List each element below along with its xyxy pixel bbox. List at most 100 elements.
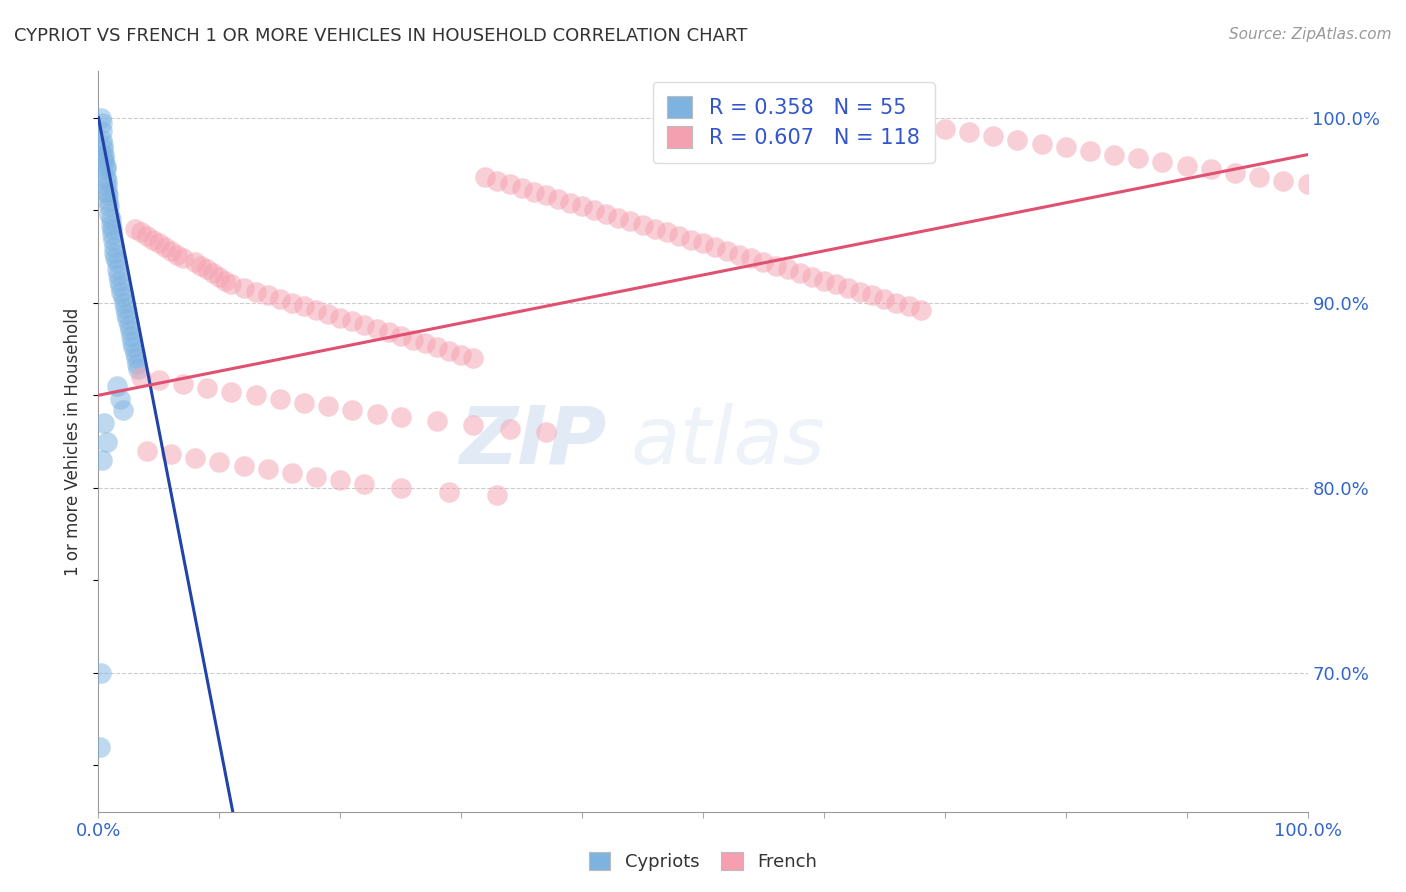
Point — [329, 474, 352, 488]
Point — [897, 300, 920, 314]
Point — [110, 285, 132, 299]
Point — [232, 281, 254, 295]
Point — [716, 244, 738, 258]
Point — [305, 469, 328, 483]
Point — [100, 221, 122, 235]
Point — [619, 214, 641, 228]
Point — [135, 443, 157, 458]
Point — [256, 462, 278, 476]
Point — [498, 178, 520, 192]
Point — [377, 326, 399, 340]
Point — [160, 244, 183, 258]
Point — [486, 173, 509, 187]
Point — [97, 194, 120, 208]
Point — [886, 295, 908, 310]
Point — [160, 448, 183, 462]
Point — [221, 277, 243, 292]
Point — [1152, 155, 1174, 169]
Point — [583, 203, 606, 218]
Point — [96, 173, 118, 187]
Point — [281, 466, 304, 480]
Point — [486, 488, 509, 502]
Point — [148, 374, 170, 388]
Text: CYPRIOT VS FRENCH 1 OR MORE VEHICLES IN HOUSEHOLD CORRELATION CHART: CYPRIOT VS FRENCH 1 OR MORE VEHICLES IN … — [14, 27, 748, 45]
Point — [607, 211, 630, 225]
Point — [534, 188, 557, 202]
Point — [426, 340, 449, 354]
Point — [269, 292, 291, 306]
Point — [558, 195, 581, 210]
Point — [93, 416, 115, 430]
Point — [389, 410, 412, 425]
Point — [437, 484, 460, 499]
Point — [190, 259, 212, 273]
Point — [100, 212, 122, 227]
Point — [93, 147, 115, 161]
Point — [1078, 144, 1101, 158]
Point — [89, 739, 111, 754]
Point — [534, 425, 557, 440]
Point — [118, 318, 141, 332]
Point — [122, 340, 145, 354]
Point — [148, 236, 170, 251]
Point — [510, 181, 533, 195]
Point — [728, 247, 751, 261]
Point — [129, 369, 152, 384]
Point — [93, 155, 115, 169]
Point — [776, 262, 799, 277]
Text: atlas: atlas — [630, 402, 825, 481]
Point — [366, 321, 388, 335]
Point — [389, 329, 412, 343]
Point — [655, 226, 678, 240]
Point — [825, 277, 848, 292]
Point — [142, 233, 165, 247]
Point — [498, 421, 520, 435]
Point — [849, 285, 872, 299]
Point — [172, 252, 194, 266]
Point — [316, 307, 339, 321]
Point — [105, 379, 128, 393]
Point — [108, 392, 131, 406]
Point — [704, 240, 727, 254]
Point — [111, 403, 134, 417]
Point — [256, 288, 278, 302]
Point — [1031, 136, 1053, 151]
Point — [118, 323, 141, 337]
Point — [740, 252, 762, 266]
Point — [402, 333, 425, 347]
Point — [115, 307, 138, 321]
Point — [90, 665, 112, 680]
Point — [221, 384, 243, 399]
Point — [342, 314, 364, 328]
Point — [93, 152, 115, 166]
Point — [860, 288, 883, 302]
Point — [547, 192, 569, 206]
Point — [96, 185, 118, 199]
Point — [426, 414, 449, 428]
Point — [94, 159, 117, 173]
Point — [1054, 140, 1077, 154]
Legend: Cypriots, French: Cypriots, French — [582, 845, 824, 879]
Point — [1199, 162, 1222, 177]
Point — [103, 245, 125, 260]
Point — [105, 262, 128, 277]
Point — [1175, 159, 1198, 173]
Point — [195, 381, 218, 395]
Point — [121, 334, 143, 349]
Point — [120, 329, 142, 343]
Point — [112, 295, 135, 310]
Point — [342, 403, 364, 417]
Point — [103, 240, 125, 254]
Point — [184, 451, 207, 466]
Point — [1102, 147, 1125, 161]
Point — [208, 455, 231, 469]
Point — [124, 345, 146, 359]
Point — [437, 343, 460, 358]
Point — [214, 273, 236, 287]
Point — [353, 318, 375, 332]
Point — [245, 388, 267, 402]
Point — [800, 269, 823, 284]
Point — [202, 266, 225, 280]
Text: ZIP: ZIP — [458, 402, 606, 481]
Y-axis label: 1 or more Vehicles in Household: 1 or more Vehicles in Household — [65, 308, 83, 575]
